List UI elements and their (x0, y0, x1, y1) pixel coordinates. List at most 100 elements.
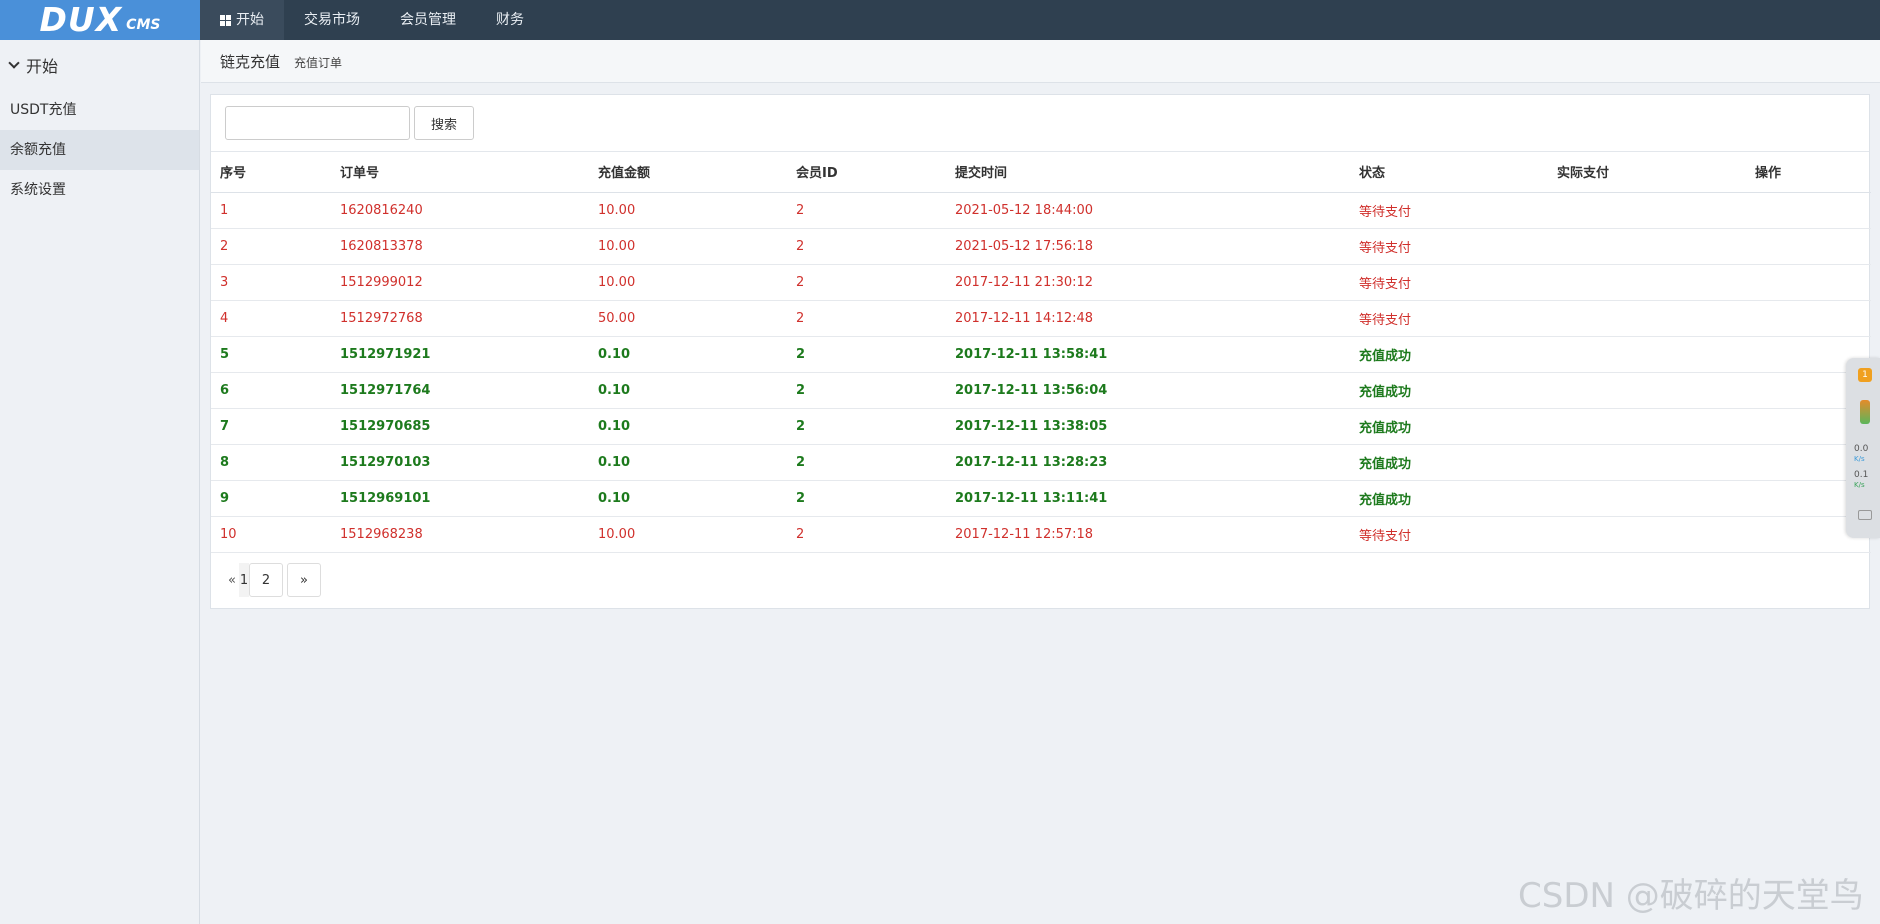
column-header: 提交时间 (946, 152, 1350, 193)
top-navbar: DUX CMS 开始 交易市场 会员管理 财务 (0, 0, 1880, 40)
cell-action (1746, 300, 1871, 337)
cell-index: 4 (211, 300, 331, 337)
cell-status: 等待支付 (1350, 228, 1548, 265)
cell-amount: 10.00 (589, 516, 787, 553)
cell-action (1746, 264, 1871, 301)
breadcrumb: 链克充值 充值订单 (201, 40, 1880, 83)
cell-order-no: 1620813378 (331, 228, 589, 265)
cell-time: 2017-12-11 21:30:12 (946, 264, 1350, 301)
cell-status: 等待支付 (1350, 192, 1548, 229)
table-row: 8 1512970103 0.10 2 2017-12-11 13:28:23 … (211, 444, 1871, 481)
cell-member-id: 2 (787, 372, 946, 409)
pagination: « 1 2 » (225, 563, 321, 597)
column-header: 状态 (1350, 152, 1548, 193)
cell-time: 2017-12-11 14:12:48 (946, 300, 1350, 337)
orders-table: 序号 订单号 充值金额 会员ID 提交时间 状态 实际支付 操作 1 16208… (211, 152, 1871, 553)
cell-amount: 0.10 (589, 336, 787, 373)
cell-member-id: 2 (787, 516, 946, 553)
logo[interactable]: DUX CMS (0, 0, 200, 40)
sidebar-heading-label: 开始 (26, 57, 59, 76)
topnav-label: 交易市场 (304, 12, 360, 28)
search-button[interactable]: 搜索 (414, 106, 474, 140)
topnav-item-members[interactable]: 会员管理 (380, 0, 476, 40)
cell-member-id: 2 (787, 192, 946, 229)
cell-status: 等待支付 (1350, 264, 1548, 301)
cell-index: 6 (211, 372, 331, 409)
table-row: 1 1620816240 10.00 2 2021-05-12 18:44:00… (211, 192, 1871, 229)
pagination-page-2[interactable]: 2 (249, 563, 283, 597)
cell-amount: 10.00 (589, 264, 787, 301)
page-title: 链克充值 (220, 52, 281, 71)
cell-order-no: 1512972768 (331, 300, 589, 337)
column-header: 操作 (1746, 152, 1871, 193)
cell-paid (1548, 336, 1746, 373)
cell-index: 5 (211, 336, 331, 373)
page-subtitle: 充值订单 (294, 55, 343, 70)
camera-icon (1858, 510, 1872, 520)
logo-text: DUX (39, 0, 123, 39)
cell-order-no: 1512970685 (331, 408, 589, 445)
topnav-label: 会员管理 (400, 12, 456, 28)
download-speed: 0.1 (1854, 470, 1869, 480)
cell-member-id: 2 (787, 264, 946, 301)
cell-order-no: 1512971921 (331, 336, 589, 373)
floating-speed-widget[interactable]: 1 0.0 K/s 0.1 K/s (1846, 358, 1880, 538)
cell-order-no: 1620816240 (331, 192, 589, 229)
sidebar-heading[interactable]: 开始 (0, 40, 199, 90)
cell-order-no: 1512999012 (331, 264, 589, 301)
sidebar-item-balance-recharge[interactable]: 余额充值 (0, 130, 199, 170)
cell-amount: 10.00 (589, 228, 787, 265)
chevron-down-icon (8, 57, 20, 69)
sidebar-item-system-settings[interactable]: 系统设置 (10, 182, 66, 198)
download-speed-unit: K/s (1854, 481, 1865, 489)
cell-amount: 50.00 (589, 300, 787, 337)
cell-paid (1548, 228, 1746, 265)
cell-status: 充值成功 (1350, 408, 1548, 445)
cell-action (1746, 192, 1871, 229)
cell-time: 2021-05-12 17:56:18 (946, 228, 1350, 265)
cell-amount: 10.00 (589, 192, 787, 229)
cell-amount: 0.10 (589, 408, 787, 445)
upload-speed: 0.0 (1854, 444, 1869, 454)
cell-status: 充值成功 (1350, 372, 1548, 409)
cell-status: 充值成功 (1350, 444, 1548, 481)
cell-time: 2017-12-11 13:38:05 (946, 408, 1350, 445)
cell-index: 3 (211, 264, 331, 301)
column-header: 实际支付 (1548, 152, 1746, 193)
cell-order-no: 1512969101 (331, 480, 589, 517)
table-row: 2 1620813378 10.00 2 2021-05-12 17:56:18… (211, 228, 1871, 265)
pagination-next[interactable]: » (287, 563, 321, 597)
table-row: 7 1512970685 0.10 2 2017-12-11 13:38:05 … (211, 408, 1871, 445)
cell-member-id: 2 (787, 228, 946, 265)
cell-member-id: 2 (787, 408, 946, 445)
column-header: 订单号 (331, 152, 589, 193)
table-header-row: 序号 订单号 充值金额 会员ID 提交时间 状态 实际支付 操作 (211, 152, 1871, 193)
cell-index: 10 (211, 516, 331, 553)
sidebar-item-usdt-recharge[interactable]: USDT充值 (10, 102, 77, 118)
table-row: 9 1512969101 0.10 2 2017-12-11 13:11:41 … (211, 480, 1871, 517)
cell-amount: 0.10 (589, 444, 787, 481)
cell-member-id: 2 (787, 300, 946, 337)
cell-status: 充值成功 (1350, 480, 1548, 517)
cell-paid (1548, 516, 1746, 553)
search-input[interactable] (225, 106, 410, 140)
cell-paid (1548, 300, 1746, 337)
cell-order-no: 1512970103 (331, 444, 589, 481)
orders-panel: 搜索 序号 订单号 充值金额 会员ID 提交时间 状态 实际支付 操作 1 16… (210, 94, 1871, 609)
table-row: 5 1512971921 0.10 2 2017-12-11 13:58:41 … (211, 336, 1871, 373)
cell-status: 充值成功 (1350, 336, 1548, 373)
cell-amount: 0.10 (589, 480, 787, 517)
topnav-item-finance[interactable]: 财务 (476, 0, 544, 40)
topnav-label: 财务 (496, 12, 524, 28)
cell-member-id: 2 (787, 336, 946, 373)
upload-speed-unit: K/s (1854, 455, 1865, 463)
topnav-item-market[interactable]: 交易市场 (284, 0, 380, 40)
column-header: 序号 (211, 152, 331, 193)
topnav-item-start[interactable]: 开始 (200, 0, 284, 40)
sidebar: 开始 USDT充值 余额充值 系统设置 (0, 40, 200, 924)
cell-paid (1548, 444, 1746, 481)
cell-paid (1548, 372, 1746, 409)
topnav-label: 开始 (236, 12, 264, 28)
cell-action (1746, 228, 1871, 265)
pagination-prev[interactable]: « (228, 572, 236, 588)
